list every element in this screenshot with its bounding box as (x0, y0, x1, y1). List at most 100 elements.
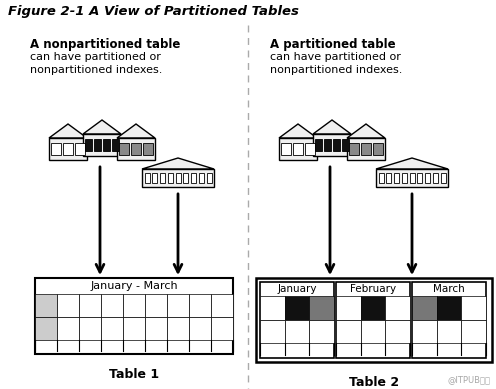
Bar (436, 319, 461, 343)
Bar (211, 294, 233, 317)
Bar (167, 317, 189, 340)
Bar (260, 319, 285, 343)
Bar (191, 173, 196, 183)
Bar (333, 139, 340, 151)
Bar (342, 139, 349, 151)
Bar (256, 278, 492, 362)
Bar (310, 319, 334, 343)
Bar (183, 173, 188, 183)
Bar (386, 173, 391, 183)
Bar (35, 294, 57, 317)
Bar (260, 282, 334, 358)
Bar (85, 139, 92, 151)
Text: January - March: January - March (90, 281, 178, 291)
Bar (279, 138, 317, 160)
Bar (336, 319, 361, 343)
Bar (385, 296, 410, 319)
Text: March: March (433, 284, 465, 294)
Bar (35, 278, 233, 354)
Bar (412, 282, 486, 358)
Bar (461, 319, 486, 343)
Bar (361, 319, 385, 343)
Bar (94, 139, 101, 151)
Text: Table 1: Table 1 (109, 368, 159, 381)
Bar (336, 296, 361, 319)
Bar (75, 143, 85, 155)
Bar (160, 173, 165, 183)
Bar (385, 319, 410, 343)
Bar (410, 173, 415, 183)
Bar (211, 317, 233, 340)
Bar (199, 173, 204, 183)
Bar (123, 294, 145, 317)
Text: can have partitioned or
nonpartitioned indexes.: can have partitioned or nonpartitioned i… (30, 52, 162, 75)
Bar (101, 317, 123, 340)
Polygon shape (49, 124, 87, 138)
Text: A nonpartitioned table: A nonpartitioned table (30, 38, 181, 51)
Bar (145, 317, 167, 340)
Bar (376, 169, 448, 187)
Bar (310, 296, 334, 319)
Polygon shape (376, 158, 448, 169)
Bar (57, 317, 79, 340)
Bar (378, 173, 383, 183)
Bar (402, 173, 407, 183)
Polygon shape (83, 120, 121, 134)
Bar (293, 143, 303, 155)
Bar (313, 134, 351, 156)
Bar (433, 173, 438, 183)
Bar (394, 173, 399, 183)
Bar (152, 173, 157, 183)
Bar (167, 294, 189, 317)
Bar (131, 143, 141, 155)
Bar (51, 143, 62, 155)
Bar (117, 138, 155, 160)
Polygon shape (313, 120, 351, 134)
Bar (324, 139, 331, 151)
Bar (119, 143, 129, 155)
Bar (412, 319, 436, 343)
Bar (412, 296, 436, 319)
Text: can have partitioned or
nonpartitioned indexes.: can have partitioned or nonpartitioned i… (270, 52, 402, 75)
Bar (425, 173, 430, 183)
Bar (103, 139, 110, 151)
Bar (305, 143, 315, 155)
Text: Table 2: Table 2 (349, 376, 399, 389)
Bar (417, 173, 422, 183)
Polygon shape (142, 158, 214, 169)
Bar (372, 143, 383, 155)
Bar (361, 296, 385, 319)
Bar (49, 138, 87, 160)
Bar (79, 317, 101, 340)
Bar (168, 173, 173, 183)
Bar (315, 139, 322, 151)
Bar (101, 294, 123, 317)
Bar (347, 138, 385, 160)
Bar (281, 143, 291, 155)
Bar (336, 282, 410, 358)
Bar (142, 169, 214, 187)
Bar (361, 143, 371, 155)
Bar (144, 173, 149, 183)
Bar (35, 317, 57, 340)
Bar (260, 296, 285, 319)
Text: A partitioned table: A partitioned table (270, 38, 396, 51)
Bar (461, 296, 486, 319)
Polygon shape (347, 124, 385, 138)
Polygon shape (117, 124, 155, 138)
Bar (440, 173, 445, 183)
Bar (83, 134, 121, 156)
Bar (189, 317, 211, 340)
Bar (285, 319, 310, 343)
Bar (176, 173, 181, 183)
Bar (63, 143, 73, 155)
Bar (123, 317, 145, 340)
Bar (57, 294, 79, 317)
Text: January: January (277, 284, 317, 294)
Bar (436, 296, 461, 319)
Text: February: February (350, 284, 396, 294)
Bar (206, 173, 211, 183)
Text: @ITPUB博客: @ITPUB博客 (447, 375, 490, 384)
Text: Figure 2-1 A View of Partitioned Tables: Figure 2-1 A View of Partitioned Tables (8, 5, 299, 18)
Bar (79, 294, 101, 317)
